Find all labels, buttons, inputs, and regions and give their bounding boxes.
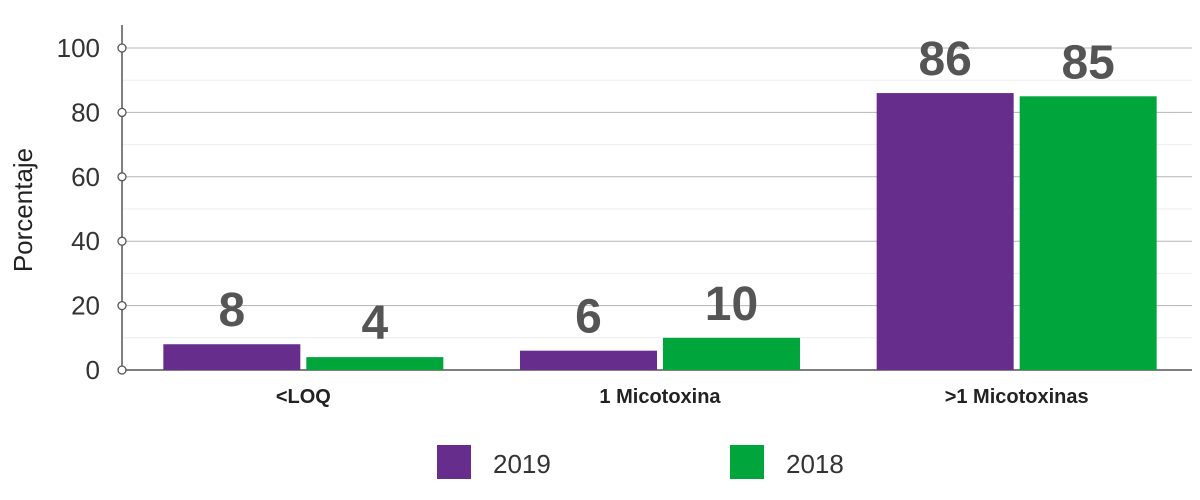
y-tick-marker (117, 43, 127, 53)
y-tick-label: 100 (57, 33, 100, 63)
y-tick-marker (117, 365, 127, 375)
legend-swatch-2018 (730, 445, 764, 479)
y-ticks: 0 20 40 60 80 100 (57, 33, 127, 385)
y-tick-label: 80 (71, 97, 100, 127)
y-tick-marker (117, 300, 127, 311)
data-label: 6 (575, 291, 602, 344)
category-label: 1 Micotoxina (599, 386, 721, 408)
data-labels: 8 4 6 10 86 85 (218, 33, 1114, 350)
legend-label: 2018 (786, 449, 844, 479)
data-label: 85 (1061, 36, 1114, 89)
bar-2018 (306, 357, 444, 370)
legend-label: 2019 (493, 449, 551, 479)
y-tick-label: 40 (71, 226, 100, 256)
bar-2019 (520, 350, 657, 370)
data-label: 10 (705, 278, 758, 331)
y-tick-marker (117, 236, 127, 246)
bar-2018 (663, 337, 800, 370)
y-axis-title: Porcentaje (8, 148, 38, 272)
category-label: <LOQ (276, 386, 331, 408)
bar-2019 (163, 344, 301, 370)
y-tick-marker (117, 107, 127, 118)
y-tick-label: 60 (71, 162, 100, 192)
bars-layer (163, 93, 1157, 371)
y-tick-marker (117, 172, 127, 182)
bar-2018 (1019, 96, 1157, 371)
bar-2019 (876, 93, 1014, 370)
category-label: >1 Micotoxinas (945, 386, 1089, 408)
y-tick-label: 20 (71, 291, 100, 321)
y-tick-label: 0 (86, 355, 100, 385)
data-label: 86 (918, 33, 971, 86)
data-label: 4 (361, 297, 388, 350)
data-label: 8 (218, 284, 245, 337)
legend: 2019 2018 (437, 445, 844, 479)
legend-swatch-2019 (437, 445, 471, 479)
category-labels: <LOQ 1 Micotoxina >1 Micotoxinas (276, 386, 1089, 408)
